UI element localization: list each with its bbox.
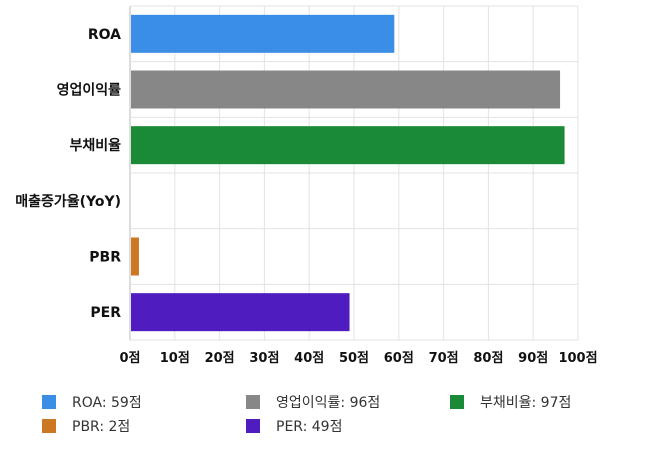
x-tick-label: 30점 — [249, 351, 279, 366]
bar-1 — [131, 70, 561, 109]
x-tick-label: 100점 — [558, 351, 597, 366]
x-tick-label: 90점 — [518, 351, 548, 366]
x-axis-labels: 0점 10점 20점 30점 40점 50점 60점 70점 80점 90점 100점 — [119, 351, 597, 366]
bar-2 — [131, 126, 565, 165]
y-tick-label: 영업이익률 — [57, 82, 122, 99]
bar-5 — [131, 293, 350, 332]
y-tick-label: 부채비율 — [69, 137, 121, 154]
bars — [131, 14, 565, 332]
x-tick-label: 40점 — [294, 351, 324, 366]
y-tick-label: PER — [90, 305, 121, 321]
x-tick-label: 0점 — [119, 351, 140, 366]
x-tick-label: 70점 — [429, 351, 459, 366]
bar-0 — [131, 14, 395, 53]
y-tick-label: PBR — [89, 250, 121, 266]
y-tick-label: 매출증가율(YoY) — [15, 193, 121, 210]
x-tick-label: 60점 — [384, 351, 414, 366]
x-tick-label: 50점 — [339, 351, 369, 366]
x-tick-label: 10점 — [160, 351, 190, 366]
x-tick-label: 80점 — [473, 351, 503, 366]
grid-lines — [129, 5, 579, 341]
y-tick-label: ROA — [88, 27, 121, 43]
x-tick-label: 20점 — [205, 351, 235, 366]
bar-4 — [131, 237, 139, 276]
